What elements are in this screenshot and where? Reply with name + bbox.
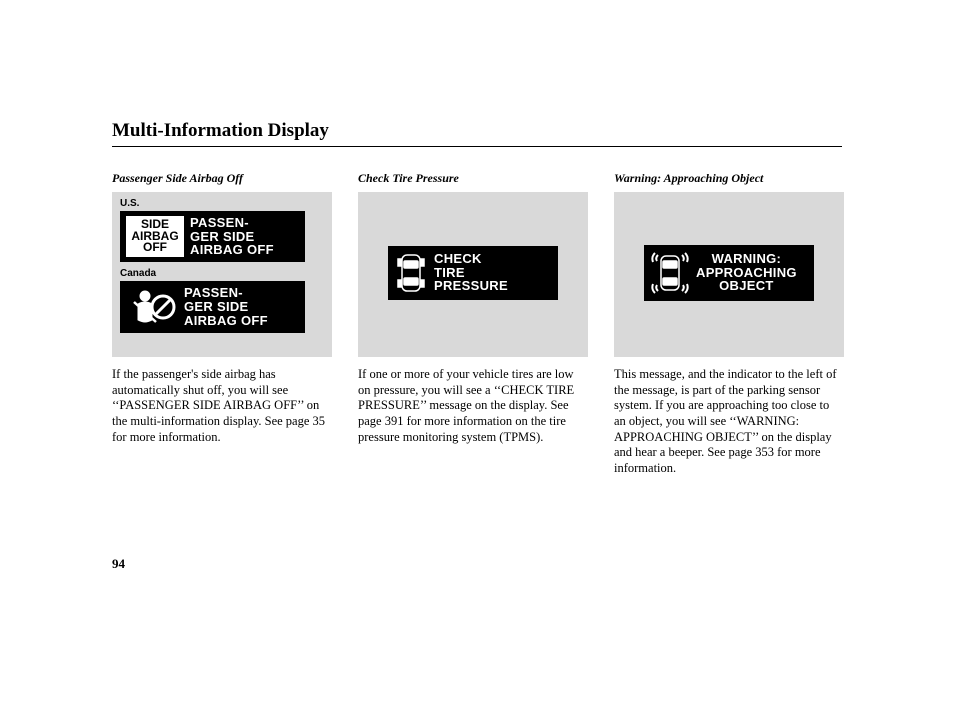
body-tire: If one or more of your vehicle tires are…	[358, 367, 588, 445]
column-airbag: Passenger Side Airbag Off U.S. SIDE AIRB…	[112, 171, 332, 476]
heading-warning: Warning: Approaching Object	[614, 171, 844, 186]
body-airbag: If the passenger's side airbag has autom…	[112, 367, 332, 445]
label-us: U.S.	[120, 198, 324, 209]
heading-airbag: Passenger Side Airbag Off	[112, 171, 332, 186]
badge-airbag-us: SIDE AIRBAG OFF PASSEN- GER SIDE AIRBAG …	[120, 211, 305, 262]
columns-wrap: Passenger Side Airbag Off U.S. SIDE AIRB…	[112, 171, 842, 476]
badge-tire: CHECK TIRE PRESSURE	[388, 246, 558, 300]
illustration-airbag: U.S. SIDE AIRBAG OFF PASSEN- GER SIDE AI…	[112, 192, 332, 357]
heading-tire: Check Tire Pressure	[358, 171, 588, 186]
badge-text-tire: CHECK TIRE PRESSURE	[434, 252, 508, 293]
badge-text-warning: WARNING: APPROACHING OBJECT	[696, 252, 797, 293]
car-sensor-icon	[650, 250, 690, 296]
illustration-warning: WARNING: APPROACHING OBJECT	[614, 192, 844, 357]
side-airbag-off-box: SIDE AIRBAG OFF	[126, 216, 184, 256]
column-warning: Warning: Approaching Object	[614, 171, 844, 476]
badge-text-us: PASSEN- GER SIDE AIRBAG OFF	[190, 216, 274, 257]
label-canada: Canada	[120, 268, 324, 279]
illustration-tire: CHECK TIRE PRESSURE	[358, 192, 588, 357]
side-l3: OFF	[130, 242, 180, 253]
badge-airbag-ca: PASSEN- GER SIDE AIRBAG OFF	[120, 281, 305, 333]
page-title: Multi-Information Display	[112, 120, 842, 147]
page-number: 94	[112, 556, 125, 572]
column-tire: Check Tire Pressure	[358, 171, 588, 476]
car-top-icon	[394, 251, 428, 295]
seatbelt-crossed-icon	[126, 286, 178, 328]
badge-warning: WARNING: APPROACHING OBJECT	[644, 245, 814, 301]
manual-page: Multi-Information Display Passenger Side…	[112, 120, 842, 476]
body-warning: This message, and the indicator to the l…	[614, 367, 844, 476]
badge-text-ca: PASSEN- GER SIDE AIRBAG OFF	[184, 286, 268, 327]
